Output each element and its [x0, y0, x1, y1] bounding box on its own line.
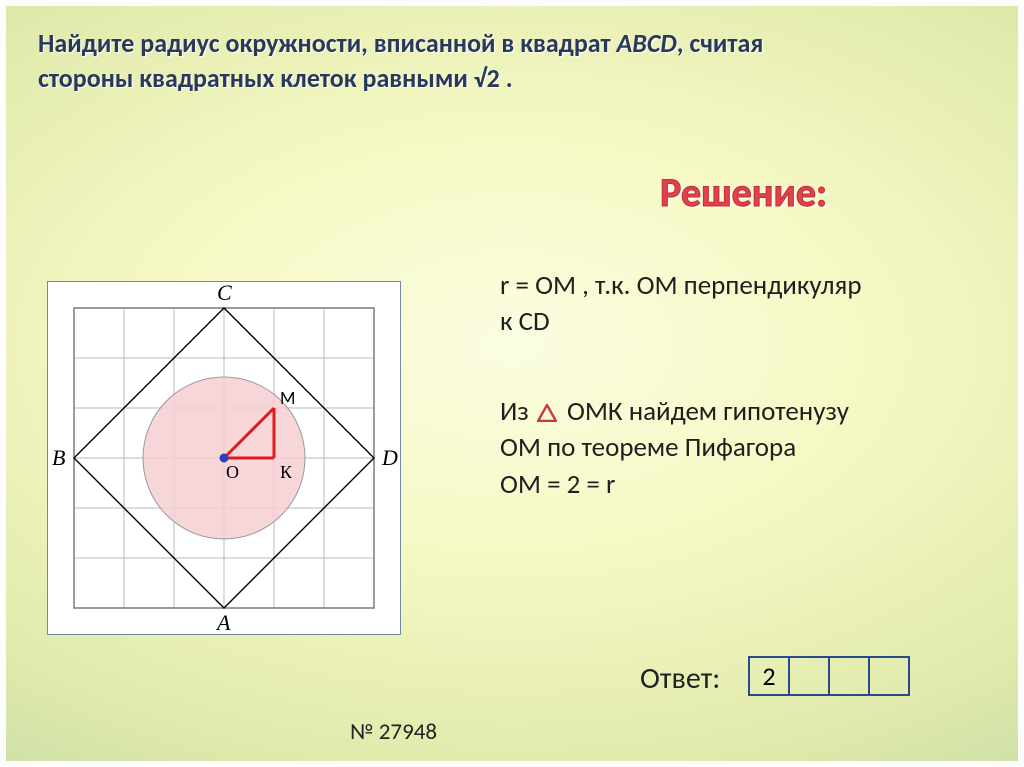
answer-cell: [868, 656, 910, 696]
solution-heading: Решение:: [660, 168, 827, 217]
solution-step-2: Из ОМК найдем гипотенузу ОМ по теореме П…: [500, 394, 994, 503]
sol2-line3: ОМ = 2 = r: [500, 468, 615, 501]
sol2-pre: Из: [500, 395, 535, 428]
svg-text:C: C: [217, 282, 232, 305]
svg-text:D: D: [381, 445, 398, 470]
triangle-icon: [537, 404, 557, 422]
svg-text:М: М: [280, 387, 295, 409]
diagram: A B C D О К М: [48, 282, 400, 634]
task-number: № 27948: [350, 718, 437, 746]
sol1-line2: к CD: [500, 305, 550, 338]
answer-cell: [828, 656, 870, 696]
sol1-line1: r = ОМ , т.к. ОМ перпендикуляр: [500, 269, 862, 302]
problem-line1a: Найдите радиус окружности, вписанной в к…: [38, 27, 617, 59]
svg-text:О: О: [226, 462, 239, 482]
problem-statement: Найдите радиус окружности, вписанной в к…: [38, 26, 986, 96]
answer-cell: [788, 656, 830, 696]
svg-text:К: К: [280, 462, 293, 482]
problem-line1b: , считая: [677, 27, 764, 59]
sol2-line2: ОМ по теореме Пифагора: [500, 431, 796, 464]
square-name: ABCD: [617, 27, 677, 59]
answer-boxes: 2: [748, 656, 910, 696]
answer-label: Ответ:: [640, 660, 720, 697]
solution-step-1: r = ОМ , т.к. ОМ перпендикуляр к CD: [500, 268, 994, 341]
diagram-svg: A B C D О К М: [48, 282, 400, 634]
sol2-triname: ОМК найдем гипотенузу: [561, 395, 849, 428]
answer-cell: 2: [748, 656, 790, 696]
problem-line2: стороны квадратных клеток равными √2 .: [38, 62, 513, 94]
svg-text:A: A: [215, 610, 231, 634]
svg-text:B: B: [52, 445, 65, 470]
